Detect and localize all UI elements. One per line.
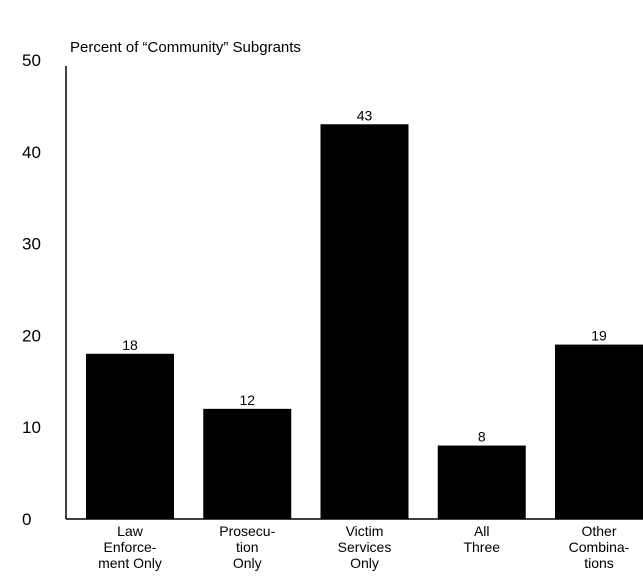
category-label: Prosecu-tion Only: [219, 523, 275, 571]
category-label-line: Law: [117, 523, 144, 539]
y-ticks: 0 10 20 30 40 50: [22, 51, 41, 529]
y-tick-label: 40: [22, 143, 41, 162]
bar: [86, 353, 174, 519]
bar-value-label: 43: [357, 107, 373, 123]
bar: [203, 408, 292, 519]
category-label-line: Only: [350, 555, 379, 571]
bar-value-label: 8: [478, 429, 486, 445]
category-label-line: tion: [236, 539, 259, 555]
category-label-line: All: [474, 523, 490, 539]
y-tick-label: 20: [22, 326, 41, 345]
y-tick-label: 0: [22, 510, 31, 529]
category-label: Other Combina-tions: [569, 523, 630, 571]
category-label-line: Only: [233, 555, 262, 571]
category-label-line: Enforce-: [104, 539, 157, 555]
category-label-line: Victim: [346, 523, 384, 539]
y-tick-label: 50: [22, 51, 41, 70]
y-tick-label: 10: [22, 418, 41, 437]
y-axis-label: Percent of “Community” Subgrants: [70, 39, 301, 56]
category-label: Victim Services Only: [338, 523, 392, 571]
category-label: Law Enforce-ment Only: [98, 523, 162, 571]
category-label: All Three: [463, 523, 500, 555]
category-label-line: Prosecu-: [219, 523, 275, 539]
bar-value-label: 12: [239, 392, 255, 408]
category-label-line: tions: [584, 555, 614, 571]
bar-value-label: 19: [591, 328, 607, 344]
category-label-line: ment Only: [98, 555, 162, 571]
bar: [320, 124, 409, 519]
y-tick-label: 30: [22, 235, 41, 254]
bar: [437, 445, 526, 519]
value-labels: 18 12 43 8 19: [122, 107, 607, 444]
category-label-line: Services: [338, 539, 392, 555]
bar-value-label: 18: [122, 337, 138, 353]
category-label-line: Three: [463, 539, 500, 555]
bars: [86, 124, 643, 519]
category-label-line: Combina-: [569, 539, 630, 555]
bar: [555, 344, 643, 519]
category-label-line: Other: [581, 523, 616, 539]
